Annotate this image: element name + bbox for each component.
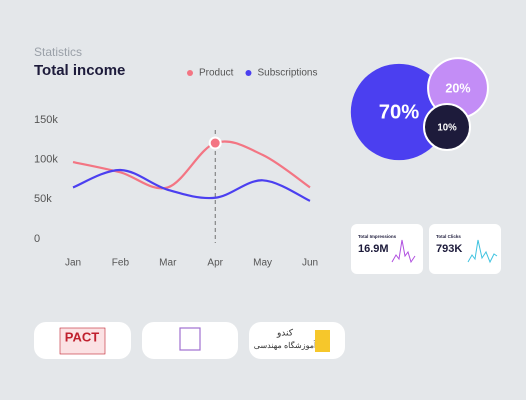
- y-tick-label: 50k: [34, 193, 52, 205]
- x-tick-label: Apr: [207, 258, 223, 269]
- card-label: Total Clicks: [436, 234, 461, 239]
- logo-mark: [179, 327, 201, 351]
- bubble-label: 20%: [445, 81, 470, 95]
- logo-text: کندو: [276, 327, 294, 338]
- card: [429, 224, 501, 274]
- legend-label: Subscriptions: [257, 68, 317, 79]
- legend-marker: [187, 70, 193, 76]
- logo-box: [59, 327, 106, 355]
- card-value: 16.9M: [358, 243, 389, 255]
- logo-card: [142, 322, 238, 359]
- logo-text: آموزشگاه مهندسی: [254, 340, 317, 350]
- line: [72, 168, 311, 202]
- legend-marker: [245, 70, 252, 76]
- bubble-label: 70%: [379, 101, 419, 123]
- cards: Total Impressions 16.9M Total Clicks 793…: [351, 224, 501, 274]
- highlight-point: [208, 136, 222, 150]
- bubble-label: 10%: [437, 123, 457, 134]
- x-tick-label: May: [253, 258, 272, 269]
- logo-mark: [315, 330, 330, 352]
- y-tick-label: 100k: [34, 154, 58, 166]
- x-tick-label: Mar: [159, 258, 177, 269]
- x-tick-label: Jun: [302, 258, 318, 269]
- logos: PACT کندو آموزشگاه مهندسی: [34, 322, 345, 359]
- legend-label: Product: [199, 68, 234, 79]
- x-tick-label: Jan: [65, 258, 81, 269]
- sparkline: [391, 239, 416, 264]
- subtitle: Statistics: [34, 45, 82, 59]
- bubble: [350, 63, 448, 161]
- card: [351, 224, 423, 274]
- logo-text: PACT: [65, 329, 99, 344]
- card-value: 793K: [436, 243, 462, 255]
- x-tick-label: Feb: [112, 258, 130, 269]
- title: Total income: [34, 62, 125, 79]
- line: [72, 140, 311, 190]
- card-label: Total Impressions: [358, 234, 397, 239]
- bubble: [423, 103, 471, 151]
- y-tick-label: 150k: [34, 114, 58, 126]
- sparkline: [467, 239, 498, 264]
- y-tick-label: 0: [34, 233, 40, 245]
